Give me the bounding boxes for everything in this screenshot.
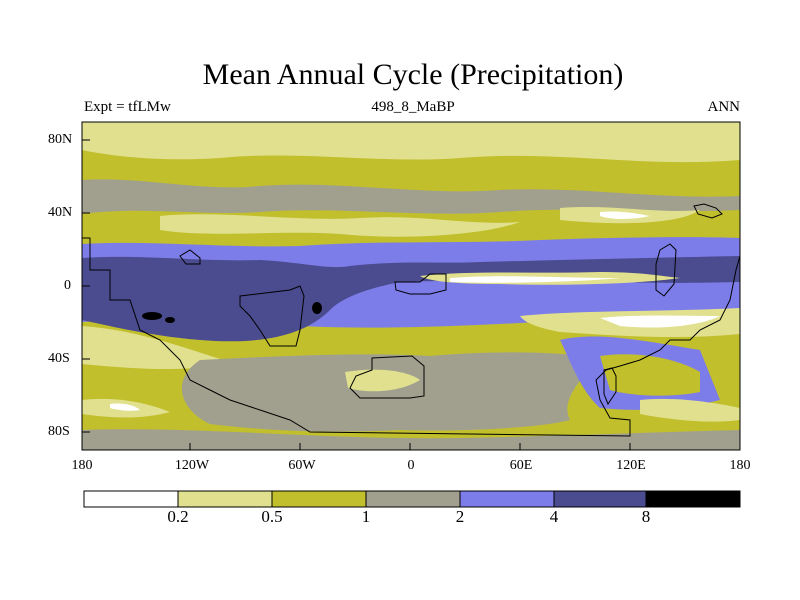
colorbar-swatch-7	[645, 490, 741, 508]
field-white-60s	[110, 403, 140, 411]
field-white-se	[600, 315, 720, 328]
colorbar-swatch-3	[271, 490, 367, 508]
field-north-pale-2	[300, 129, 480, 142]
x-label-120e: 120E	[616, 458, 646, 473]
subtitle-period: 498_8_MaBP	[371, 99, 455, 115]
field-pale-africa	[345, 369, 420, 392]
colorbar-swatch-2	[177, 490, 273, 508]
colorbar-label-0-2: 0.2	[167, 507, 189, 526]
x-label-180e: 180	[729, 458, 751, 473]
y-label-80n: 80N	[48, 132, 73, 147]
field-pale-30n	[160, 214, 520, 237]
outline-southeast-island	[603, 367, 617, 406]
colorbar-swatch-6	[553, 490, 647, 508]
colorbar-label-2: 2	[455, 507, 465, 526]
outline-south-america-like	[239, 285, 305, 347]
outline-east-island	[655, 243, 677, 297]
colorbar-label-4: 4	[549, 507, 559, 526]
colorbar	[83, 490, 741, 508]
y-label-40n: 40N	[48, 205, 73, 220]
colorbar-label-8: 8	[641, 507, 651, 526]
y-label-80s: 80S	[48, 424, 70, 439]
field-equator-white	[450, 276, 620, 283]
x-label-60w: 60W	[288, 458, 316, 473]
field-north-pale	[82, 122, 740, 163]
field-black-cell-1	[142, 312, 162, 320]
field-white-30n	[600, 211, 650, 219]
field-black-cell-3	[312, 302, 322, 314]
subtitle-season: ANN	[707, 99, 741, 115]
outline-south-continent	[349, 355, 425, 399]
continent-outlines	[82, 203, 740, 437]
x-label-60e: 60E	[509, 458, 533, 473]
field-pale-60s-east	[640, 398, 740, 422]
colorbar-label-0-5: 0.5	[261, 507, 283, 526]
outline-southern-coasts	[82, 237, 740, 437]
field-black-cell-2	[165, 317, 175, 323]
colorbar-swatch-5	[459, 490, 555, 508]
outline-equatorial-island	[394, 273, 447, 295]
axis-ticks	[82, 139, 631, 450]
y-label-40s: 40S	[48, 351, 70, 366]
field-gray-45n	[82, 179, 740, 214]
colorbar-swatch-1	[83, 490, 179, 508]
plot-title: Mean Annual Cycle (Precipitation)	[202, 58, 624, 91]
y-label-equator: 0	[64, 278, 71, 293]
colorbar-swatch-4	[365, 490, 461, 508]
field-pale-sw	[82, 326, 230, 369]
field-gray-south	[181, 352, 601, 432]
x-label-120w: 120W	[174, 458, 210, 473]
subtitle-experiment: Expt = tfLMw	[84, 99, 171, 115]
x-label-0: 0	[407, 458, 415, 473]
field-gray-80s	[82, 429, 740, 450]
precipitation-field	[82, 122, 740, 450]
outline-island-1	[179, 249, 201, 265]
colorbar-label-1: 1	[361, 507, 371, 526]
outline-north-island	[693, 203, 723, 219]
x-label-180w: 180	[71, 458, 93, 473]
